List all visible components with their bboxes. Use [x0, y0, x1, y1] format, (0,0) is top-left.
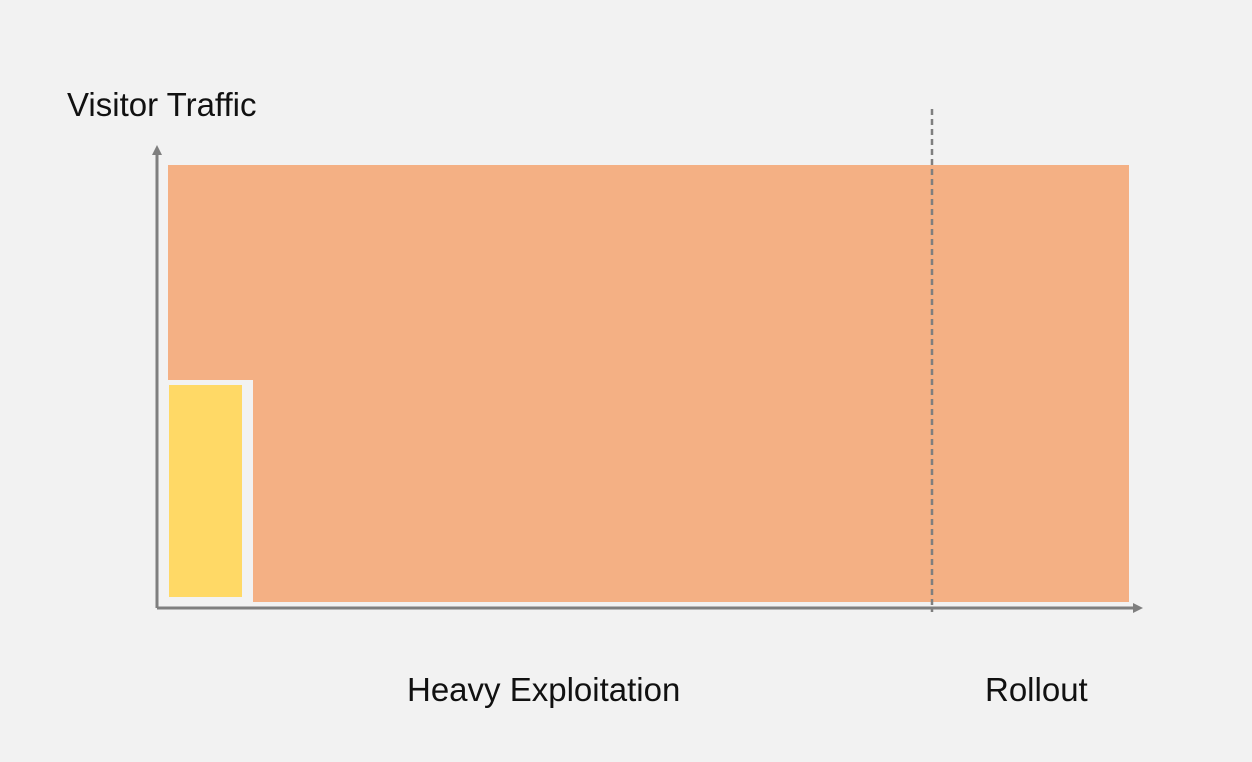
exploration-block [169, 385, 242, 597]
phase-label-rollout: Rollout [985, 671, 1088, 708]
phase-label-heavy-exploitation: Heavy Exploitation [407, 671, 681, 708]
y-axis-label: Visitor Traffic [67, 86, 257, 123]
traffic-area [168, 165, 1129, 602]
